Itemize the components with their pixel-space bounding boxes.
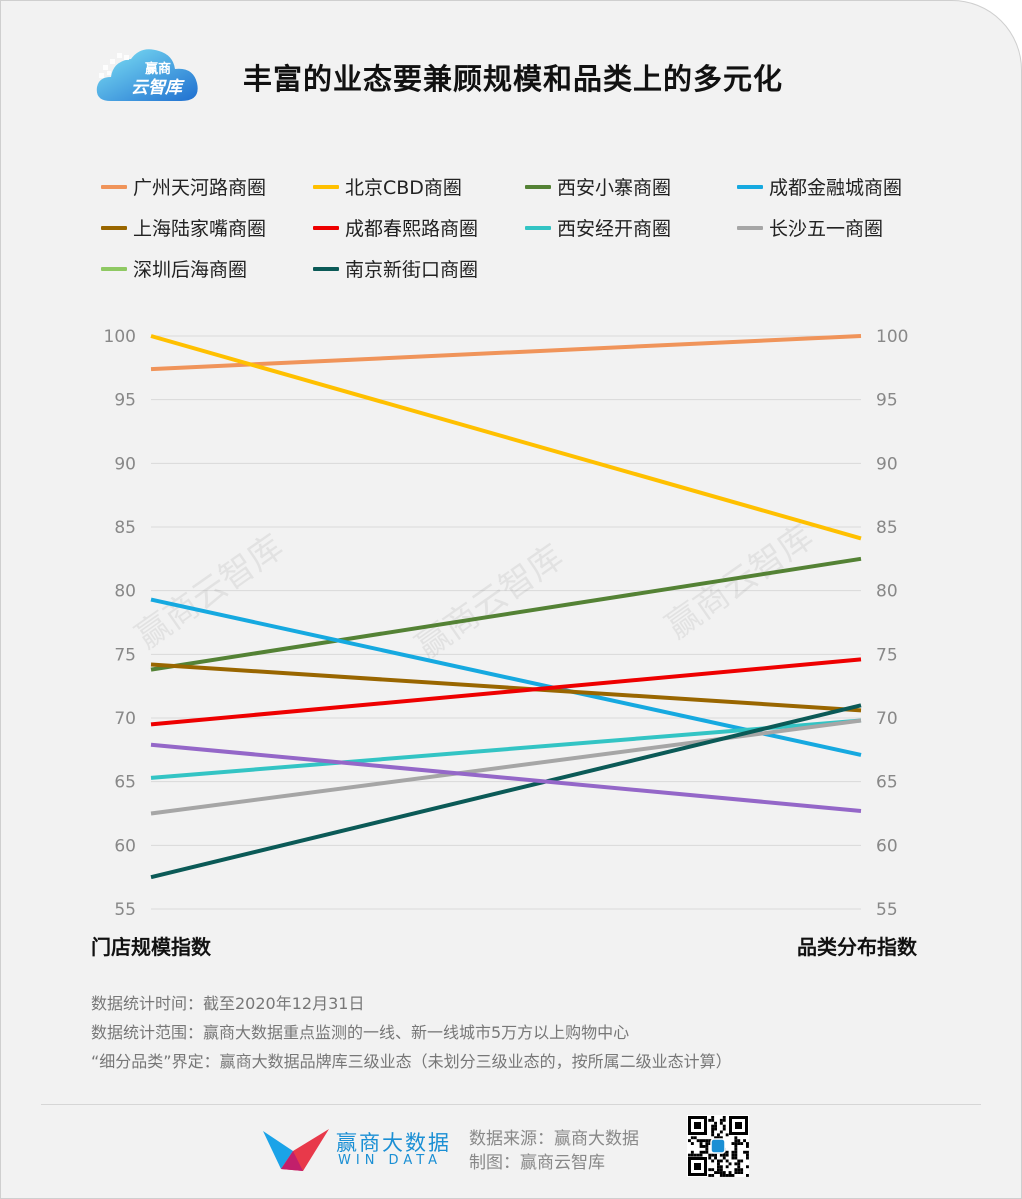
series-layer [150, 334, 862, 880]
right-tick-label: 90 [876, 454, 898, 474]
logo-text-line1: 赢商 [145, 61, 171, 77]
cloud-logo-icon: 赢商 云智库 [96, 49, 198, 101]
right-tick-label: 60 [876, 836, 898, 856]
right-tick-label: 65 [876, 773, 898, 793]
left-tick-label: 100 [104, 327, 136, 347]
windata-logo-icon [263, 1129, 329, 1171]
note-definition: “细分品类”界定：赢商大数据品牌库三级业态（未划分三级业态的，按所属二级业态计算… [91, 1052, 732, 1071]
logo-text-line2: 云智库 [131, 78, 185, 98]
legend-item: 长沙五一商圈 [737, 214, 883, 241]
left-tick-label: 70 [114, 709, 136, 729]
right-tick-label: 85 [876, 518, 898, 538]
right-tick-label: 55 [876, 900, 898, 920]
tick-layer: 100 100 95 95 90 90 85 85 80 80 75 75 70 70 65 65 60 60 55… [104, 327, 909, 920]
legend-item: 成都春熙路商圈 [313, 214, 478, 241]
brand-name-cn: 赢商大数据 [336, 1131, 451, 1155]
right-tick-label: 100 [876, 327, 908, 347]
series-line [150, 334, 862, 372]
note-scope: 数据统计范围：赢商大数据重点监测的一线、新一线城市5万方以上购物中心 [91, 1023, 630, 1042]
legend-item: 西安经开商圈 [525, 214, 671, 241]
watermark-text: 赢商云智库 [659, 517, 821, 647]
right-tick-label: 95 [876, 391, 898, 411]
series-line [150, 334, 862, 541]
series-line [150, 718, 862, 816]
legend-item: 北京CBD商圈 [313, 173, 462, 200]
notes: 数据统计时间：截至2020年12月31日 数据统计范围：赢商大数据重点监测的一线… [91, 989, 732, 1076]
legend-label: 长沙五一商圈 [769, 218, 884, 240]
legend-item: 西安小寨商圈 [525, 173, 671, 200]
left-tick-label: 75 [114, 645, 136, 665]
legend-swatch [313, 184, 339, 189]
legend-label: 深圳后海商圈 [133, 259, 248, 281]
left-tick-label: 85 [114, 518, 136, 538]
legend-item: 南京新街口商圈 [313, 255, 478, 282]
series-line [150, 718, 862, 780]
left-axis-name: 门店规模指数 [91, 935, 211, 959]
note-time: 数据统计时间：截至2020年12月31日 [91, 994, 365, 1013]
series-line [150, 556, 862, 672]
legend-label: 广州天河路商圈 [133, 177, 267, 199]
legend-swatch [737, 184, 763, 189]
series-line [150, 662, 862, 713]
series-line [150, 657, 862, 727]
legend-item: 上海陆家嘴商圈 [101, 214, 266, 241]
footer-divider [41, 1104, 981, 1105]
legend-item: 广州天河路商圈 [101, 173, 266, 200]
series-line [150, 703, 862, 880]
legend-swatch [101, 266, 127, 271]
legend-swatch [101, 225, 127, 230]
legend-swatch [525, 225, 551, 230]
left-tick-label: 90 [114, 454, 136, 474]
legend-label: 南京新街口商圈 [345, 259, 479, 281]
yingshang-cloud-logo: 赢商 云智库 [93, 43, 205, 105]
right-axis-name: 品类分布指数 [797, 935, 917, 959]
right-tick-label: 70 [876, 709, 898, 729]
legend-item: 成都金融城商圈 [737, 173, 902, 200]
legend-label: 西安小寨商圈 [557, 177, 672, 199]
data-source: 数据来源：赢商大数据 [469, 1129, 639, 1149]
qr-code [687, 1115, 749, 1177]
watermark-text: 赢商云智库 [409, 537, 571, 667]
watermark-layer: 赢商云智库 赢商云智库 赢商云智库 [129, 517, 821, 667]
left-tick-label: 60 [114, 836, 136, 856]
qr-code-icon [687, 1115, 749, 1177]
legend-swatch [525, 184, 551, 189]
legend-swatch [737, 225, 763, 230]
left-tick-label: 55 [114, 900, 136, 920]
grid-layer [151, 335, 861, 910]
left-tick-label: 95 [114, 391, 136, 411]
legend-swatch [313, 266, 339, 271]
left-tick-label: 80 [114, 582, 136, 602]
legend-swatch [101, 184, 127, 189]
legend-label: 成都春熙路商圈 [345, 218, 479, 240]
legend-item: 深圳后海商圈 [101, 255, 247, 282]
brand-name-en: WIN DATA [338, 1153, 443, 1168]
chart-title: 丰富的业态要兼顾规模和品类上的多元化 [243, 62, 784, 96]
watermark-text: 赢商云智库 [129, 527, 291, 657]
legend-swatch [313, 225, 339, 230]
chart-maker: 制图：赢商云智库 [469, 1153, 605, 1173]
legend-label: 西安经开商圈 [557, 218, 672, 240]
source-block: 数据来源：赢商大数据 制图：赢商云智库 [469, 1127, 639, 1175]
windata-logo [263, 1127, 333, 1175]
legend-label: 成都金融城商圈 [769, 177, 903, 199]
legend-label: 上海陆家嘴商圈 [133, 218, 267, 240]
right-tick-label: 75 [876, 645, 898, 665]
right-tick-label: 80 [876, 582, 898, 602]
legend-label: 北京CBD商圈 [345, 177, 462, 199]
series-line [150, 742, 862, 813]
left-tick-label: 65 [114, 773, 136, 793]
